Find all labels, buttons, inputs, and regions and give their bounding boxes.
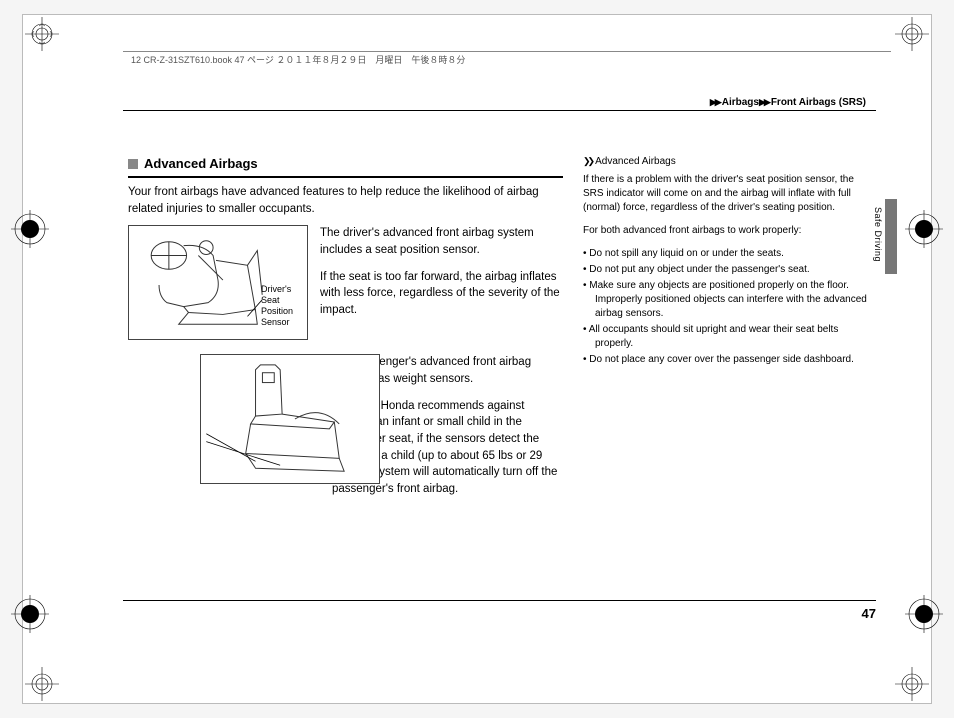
driver-sensor-label: Driver's Seat Position Sensor	[261, 284, 303, 327]
bottom-rule	[123, 600, 876, 601]
top-rule	[123, 110, 876, 111]
side-bullet: Do not place any cover over the passenge…	[583, 353, 868, 367]
breadcrumb-l1: Airbags	[722, 97, 759, 108]
registration-mark	[11, 595, 49, 633]
main-column: Advanced Airbags Your front airbags have…	[128, 155, 563, 522]
side-bullet: Do not put any object under the passenge…	[583, 263, 868, 277]
side-bullet: Make sure any objects are positioned pro…	[583, 279, 868, 321]
figure-row-1: Driver's Seat Position Sensor The driver…	[128, 225, 563, 340]
registration-mark	[11, 210, 49, 248]
double-chevron-icon: ❯❯	[583, 156, 592, 166]
side-column: ❯❯Advanced Airbags If there is a problem…	[583, 155, 868, 369]
fig1-p1: The driver's advanced front airbag syste…	[320, 225, 563, 258]
figure-1-text: The driver's advanced front airbag syste…	[320, 225, 563, 340]
crop-mark-br	[895, 667, 929, 701]
page-number: 47	[862, 606, 876, 621]
section-header: Advanced Airbags	[128, 155, 563, 178]
chevron-icon: ▶▶	[759, 97, 769, 107]
side-bullet: All occupants should sit upright and wea…	[583, 323, 868, 351]
chevron-icon: ▶▶	[710, 97, 720, 107]
passenger-seat-figure	[200, 354, 380, 484]
breadcrumb-l2: Front Airbags (SRS)	[771, 97, 866, 108]
section-tab	[885, 199, 897, 274]
intro-text: Your front airbags have advanced feature…	[128, 184, 563, 217]
side-p1: If there is a problem with the driver's …	[583, 173, 868, 215]
breadcrumb: ▶▶Airbags▶▶Front Airbags (SRS)	[710, 97, 866, 108]
header-rule	[123, 51, 891, 52]
figure-row-2: Passenger's Seat Weight Sensors	[128, 354, 563, 507]
side-heading: ❯❯Advanced Airbags	[583, 155, 868, 169]
manual-page: 12 CR-Z-31SZT610.book 47 ページ ２０１１年８月２９日 …	[22, 14, 932, 704]
fig1-p2: If the seat is too far forward, the airb…	[320, 269, 563, 319]
crop-mark-bl	[25, 667, 59, 701]
section-tab-label: Safe Driving	[873, 207, 883, 262]
crop-mark-tl	[25, 17, 59, 51]
square-icon	[128, 159, 138, 169]
section-title: Advanced Airbags	[144, 155, 258, 174]
registration-mark	[905, 210, 943, 248]
driver-seat-figure: Driver's Seat Position Sensor	[128, 225, 308, 340]
side-bullet: Do not spill any liquid on or under the …	[583, 247, 868, 261]
side-heading-text: Advanced Airbags	[595, 156, 676, 167]
side-bullet-list: Do not spill any liquid on or under the …	[583, 247, 868, 367]
crop-mark-tr	[895, 17, 929, 51]
side-p2: For both advanced front airbags to work …	[583, 224, 868, 238]
registration-mark	[905, 595, 943, 633]
file-stamp: 12 CR-Z-31SZT610.book 47 ページ ２０１１年８月２９日 …	[131, 53, 465, 66]
